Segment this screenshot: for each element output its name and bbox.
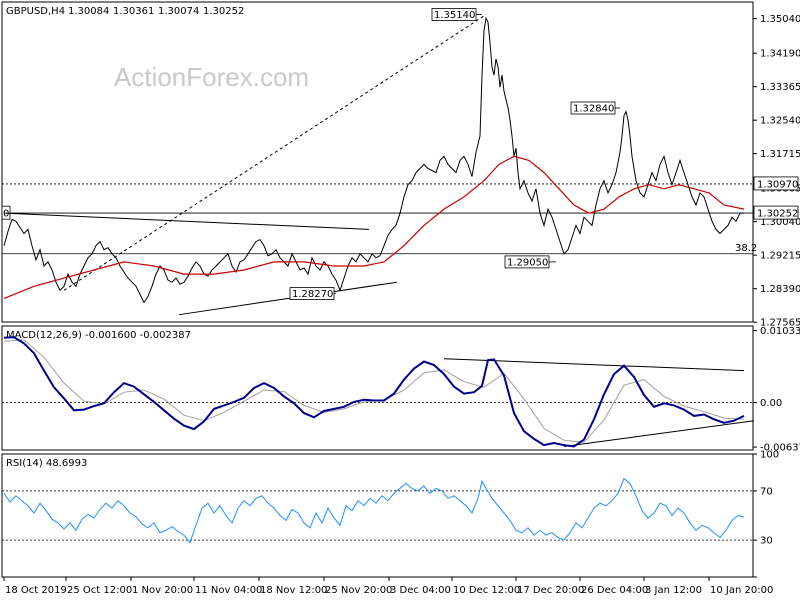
x-axis-tick-label: 3 Dec 04:00 [390, 585, 451, 596]
x-axis-tick-label: 17 Dec 20:00 [517, 585, 584, 596]
rsi-panel: 100 70 30 [2, 450, 779, 578]
macd-panel: 0.010337 0.00 -0.006378 [2, 326, 800, 454]
x-axis-tick-label: 11 Nov 04:00 [195, 585, 262, 596]
x-axis-tick-label: 18 Oct 2019 [5, 585, 67, 596]
x-axis: 18 Oct 2019 25 Oct 12:00 1 Nov 20:00 11 Nov… [3, 577, 773, 596]
lower-triangle-line [178, 281, 398, 316]
x-axis-tick-label: 3 Jan 12:00 [645, 585, 702, 596]
price-y-tick-label: 1.31715 [760, 149, 800, 160]
x-axis-tick-label: 18 Nov 12:00 [260, 585, 327, 596]
macd-y-tick-label: -0.006378 [760, 443, 800, 454]
macd-lower-line [563, 420, 755, 448]
price-y-tick-label: 1.34190 [760, 49, 800, 60]
rsi-y-tick-label: 100 [760, 450, 779, 461]
price-label: 1.28270 [292, 289, 333, 300]
x-axis-tick-label: 25 Nov 20:00 [325, 585, 392, 596]
dotted-channel-line [63, 14, 487, 291]
price-label: 1.29050 [507, 257, 548, 268]
hline-label-box [753, 176, 799, 191]
rsi-panel-title: RSI(14) 48.6993 [6, 458, 87, 469]
rsi-line [3, 477, 745, 544]
price-label: 1.35140 [434, 10, 475, 21]
macd-y-tick-label: 0.010337 [760, 326, 800, 337]
price-y-tick-label: 1.33365 [760, 82, 800, 93]
x-axis-tick-label: 10 Dec 12:00 [453, 585, 520, 596]
price-panel-title: GBPUSD,H4 [6, 6, 65, 17]
left-edge-label: 0 [3, 209, 9, 220]
rsi-y-tick-label: 70 [760, 486, 773, 497]
rsi-y-tick-label: 30 [760, 536, 773, 547]
price-y-tick-label: 1.32540 [760, 116, 800, 127]
upper-triangle-line [3, 212, 370, 230]
price-y-tick-label: 1.28390 [760, 284, 800, 295]
price-ohlc-high: 1.30361 [113, 6, 154, 17]
price-panel: 1.350401.341901.333651.325401.317151.308… [1, 8, 800, 329]
x-axis-tick-label: 10 Jan 20:00 [710, 585, 773, 596]
price-y-tick-label: 1.27565 [760, 318, 800, 329]
left-edge-label-box [1, 205, 11, 220]
price-label: 1.32840 [573, 103, 614, 114]
price-ohlc-open: 1.30084 [68, 6, 109, 17]
price-series-line [3, 16, 745, 304]
price-y-tick-label: 1.30040 [760, 217, 800, 228]
hline-label-box [753, 205, 799, 220]
macd-main-line [3, 336, 745, 448]
price-y-tick-label: 1.29215 [760, 251, 800, 262]
x-axis-tick-label: 25 Oct 12:00 [67, 585, 132, 596]
fib-level-label: 38.2 [735, 243, 757, 254]
moving-average-line [3, 155, 745, 299]
x-axis-tick-label: 1 Nov 20:00 [132, 585, 193, 596]
watermark: ActionForex.com [114, 62, 309, 92]
macd-panel-title: MACD(12,26,9) -0.001600 -0.002387 [6, 330, 191, 341]
price-y-tick-label: 1.35040 [760, 14, 800, 25]
hline-label: 1.30970 [757, 179, 798, 190]
x-axis-tick-label: 26 Dec 04:00 [581, 585, 648, 596]
macd-y-tick-label: 0.00 [760, 398, 782, 409]
panel-frames [1, 1, 754, 578]
price-ohlc-low: 1.30074 [158, 6, 199, 17]
hline-label: 1.30252 [757, 209, 798, 220]
price-ohlc-close: 1.30252 [203, 6, 244, 17]
